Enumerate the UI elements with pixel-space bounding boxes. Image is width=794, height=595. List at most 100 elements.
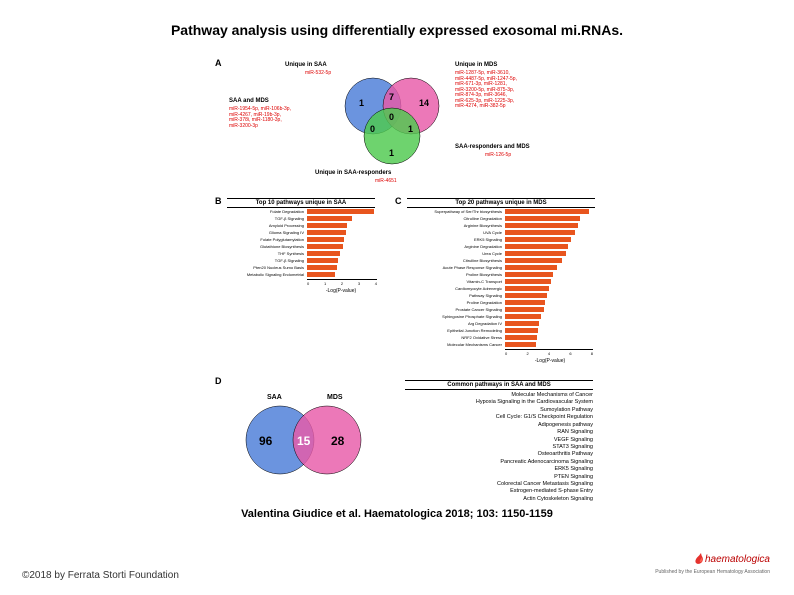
bar-row: Molecular Mechanisms Cancer bbox=[407, 341, 595, 348]
bar-rect bbox=[307, 251, 340, 256]
bar-rect bbox=[505, 307, 544, 312]
bar-row: Pten20 Nucleus Sumo Basis bbox=[227, 264, 375, 271]
venn-a-sub-both: miR-1954-5p, miR-106b-3p, miR-4267, miR-… bbox=[229, 107, 291, 129]
panel-b-title: Top 10 pathways unique in SAA bbox=[227, 198, 375, 208]
bar-label: Pathway Signaling bbox=[407, 294, 505, 298]
barchart-axis: 02468 bbox=[505, 349, 593, 356]
bar-row: Superpathway of Ser/Thr biosynthesis bbox=[407, 208, 595, 215]
bar-label: Glioma Signaling IV bbox=[227, 231, 307, 235]
bar-row: THF Synthesis bbox=[227, 250, 375, 257]
pathway-item: Pancreatic Adenocarcinoma Signaling bbox=[405, 459, 593, 466]
bar-rect bbox=[307, 223, 347, 228]
bar-row: Arginine Degradation bbox=[407, 243, 595, 250]
bar-label: Arginine Degradation bbox=[407, 245, 505, 249]
bar-rect bbox=[505, 265, 557, 270]
panel-c-title: Top 20 pathways unique in MDS bbox=[407, 198, 595, 208]
bar-rect bbox=[505, 342, 536, 347]
bar-row: NRF2 Oxidative Stress bbox=[407, 334, 595, 341]
venn-a-cap-both: SAA and MDS bbox=[229, 98, 269, 104]
bar-label: Urea Cycle bbox=[407, 252, 505, 256]
bar-rect bbox=[505, 300, 545, 305]
bar-rect bbox=[505, 328, 538, 333]
bar-rect bbox=[307, 258, 338, 263]
journal-logo-text: haematologica bbox=[705, 554, 770, 565]
bar-label: Molecular Mechanisms Cancer bbox=[407, 343, 505, 347]
pathway-item: Osteoarthritis Pathway bbox=[405, 451, 593, 458]
pathway-item: Cell Cycle: G1/S Checkpoint Regulation bbox=[405, 414, 593, 421]
venn-a-sub-mds: miR-1287-5p, miR-3610, miR-4487-5p, miR-… bbox=[455, 71, 517, 110]
journal-logo: 🩸haematologica bbox=[693, 554, 771, 565]
pathway-item: Estrogen-mediated S-phase Entry bbox=[405, 488, 593, 495]
bar-label: Proline Degradation bbox=[407, 301, 505, 305]
venn-d-count-l: 96 bbox=[259, 434, 272, 448]
pathway-item: PTEN Signaling bbox=[405, 474, 593, 481]
bar-label: NRF2 Oxidative Stress bbox=[407, 336, 505, 340]
panel-b-bars: Folate DegradationTGF-β SignalingAmyloid… bbox=[227, 208, 375, 294]
copyright: ©2018 by Ferrata Storti Foundation bbox=[22, 570, 179, 581]
bar-row: Epithelial Junction Remodeling bbox=[407, 327, 595, 334]
panel-c-bars: Superpathway of Ser/Thr biosynthesis Citr… bbox=[407, 208, 595, 364]
bar-row: Cardiomyocyte Adrenergic bbox=[407, 285, 595, 292]
bar-label: TGF-β Signaling bbox=[227, 217, 307, 221]
bar-rect bbox=[505, 279, 551, 284]
venn-a-sub-resp: miR-4651 bbox=[375, 179, 397, 185]
bar-rect bbox=[505, 237, 571, 242]
bar-label: UVA Cycle bbox=[407, 231, 505, 235]
bar-rect bbox=[307, 244, 343, 249]
bar-row: Urea Cycle bbox=[407, 250, 595, 257]
panel-c-barchart: C Top 20 pathways unique in MDS Superpat… bbox=[395, 198, 595, 364]
pathway-item: STAT3 Signaling bbox=[405, 444, 593, 451]
bar-rect bbox=[505, 321, 539, 326]
panel-d: D SAA MDS 96 15 28 Common pathways in SA… bbox=[215, 376, 595, 496]
bar-label: Cardiomyocyte Adrenergic bbox=[407, 287, 505, 291]
pathway-item: Colorectal Cancer Metastasis Signaling bbox=[405, 481, 593, 488]
venn-a-count-green: 1 bbox=[389, 148, 394, 158]
bar-label: Sphingosine Phosphate Signaling bbox=[407, 315, 505, 319]
bar-label: THF Synthesis bbox=[227, 252, 307, 256]
bar-rect bbox=[307, 230, 346, 235]
pathway-item: Molecular Mechanisms of Cancer bbox=[405, 392, 593, 399]
bar-row: Sphingosine Phosphate Signaling bbox=[407, 313, 595, 320]
pathway-item: Sumoylation Pathway bbox=[405, 407, 593, 414]
venn-a-cap-mds: Unique in MDS bbox=[455, 62, 497, 68]
bar-rect bbox=[505, 216, 580, 221]
page-title: Pathway analysis using differentially ex… bbox=[0, 22, 794, 38]
venn-d-label-saa: SAA bbox=[267, 394, 282, 401]
panel-c-label: C bbox=[395, 196, 402, 206]
bar-label: TGF-β Signaling bbox=[227, 259, 307, 263]
panel-b-barchart: B Top 10 pathways unique in SAA Folate D… bbox=[215, 198, 375, 294]
pathway-item: Actin Cytoskeleton Signaling bbox=[405, 496, 593, 503]
bar-label: Folate Polyglutamylation bbox=[227, 238, 307, 242]
bar-rect bbox=[307, 237, 344, 242]
venn-a-count-pink: 14 bbox=[419, 98, 429, 108]
venn-a-cap-resp: Unique in SAA-responders bbox=[315, 170, 391, 176]
bar-rect bbox=[505, 258, 562, 263]
pathway-item: RAN Signaling bbox=[405, 429, 593, 436]
bar-row: Vitamin-C Transport bbox=[407, 278, 595, 285]
venn-a-cap-saa: Unique in SAA bbox=[285, 62, 327, 68]
bar-rect bbox=[307, 209, 374, 214]
panel-b-label: B bbox=[215, 196, 222, 206]
venn-a-cap-rm: SAA-responders and MDS bbox=[455, 144, 530, 150]
bar-label: Metabolic Signaling Endometrial bbox=[227, 273, 307, 277]
pathway-item: Adipogenesis pathway bbox=[405, 422, 593, 429]
venn-a-count-bg: 0 bbox=[370, 124, 375, 134]
figure-composite: A 1 14 1 7 0 1 0 Unique in SAA miR-532-5… bbox=[215, 58, 595, 498]
journal-logo-sub: Published by the European Hematology Ass… bbox=[655, 569, 770, 575]
bar-label: Citrulline Degradation bbox=[407, 217, 505, 221]
bar-rect bbox=[505, 251, 566, 256]
venn-a-sub-saa: miR-532-5p bbox=[305, 71, 331, 77]
bar-row: Pathway Signaling bbox=[407, 292, 595, 299]
bar-rect bbox=[307, 216, 352, 221]
venn-a-count-blue: 1 bbox=[359, 98, 364, 108]
bar-label: Arg Degradation IV bbox=[407, 322, 505, 326]
bar-row: Arg Degradation IV bbox=[407, 320, 595, 327]
bar-rect bbox=[505, 209, 589, 214]
bar-row: Metabolic Signaling Endometrial bbox=[227, 271, 375, 278]
bar-row: Amyloid Processing bbox=[227, 222, 375, 229]
bar-rect bbox=[505, 335, 537, 340]
bar-rect bbox=[307, 272, 335, 277]
bar-row: Glioma Signaling IV bbox=[227, 229, 375, 236]
bar-row: ERK5 Signaling bbox=[407, 236, 595, 243]
bar-label: Arginine Biosynthesis bbox=[407, 224, 505, 228]
